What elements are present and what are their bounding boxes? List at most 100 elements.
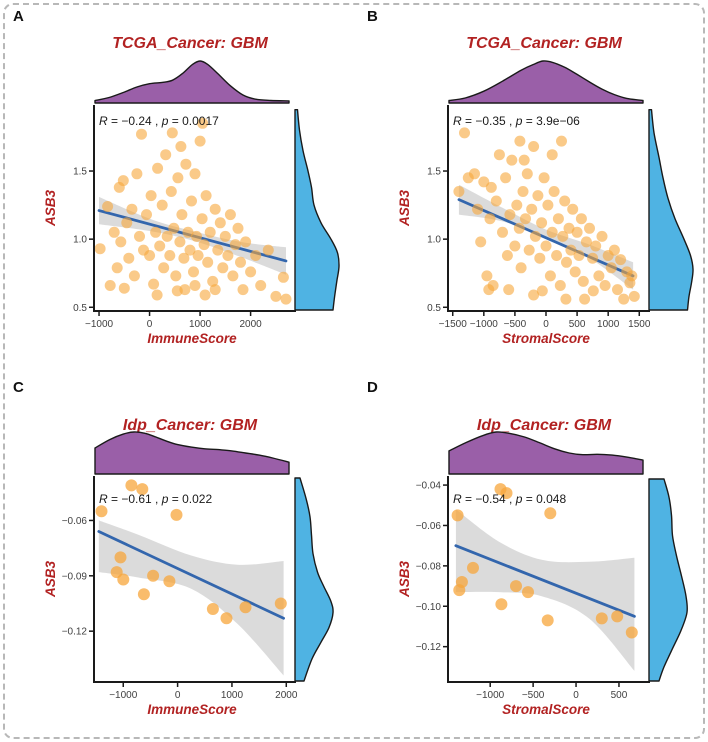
x-axis-ticks: −1000 0 1000 2000 [85, 312, 262, 330]
data-point [137, 588, 150, 601]
x-tick-label: −500 [504, 319, 527, 330]
data-point [194, 135, 206, 147]
p-symbol: p [161, 114, 169, 128]
y-tick-label: −0.06 [416, 521, 442, 532]
data-point [147, 569, 160, 582]
r-value: = −0.61 , [107, 492, 162, 506]
data-point [523, 244, 535, 256]
y-tick-label: −0.06 [62, 516, 88, 527]
data-point [540, 240, 552, 252]
scatter-points [453, 127, 640, 305]
data-point [202, 256, 214, 268]
panel-title-a: TCGA_Cancer: GBM [112, 35, 268, 52]
data-point [481, 270, 493, 282]
scatter-plot-a: −1000 0 1000 2000 0.5 1.0 1.5 [73, 60, 340, 330]
data-point [575, 213, 587, 225]
panel-letter-b: B [367, 8, 378, 25]
data-point [542, 199, 554, 211]
panel-letter-d: D [367, 379, 378, 396]
data-point [145, 190, 157, 202]
data-point [518, 154, 530, 166]
data-point [222, 250, 234, 261]
data-point [172, 172, 184, 184]
data-point [240, 236, 252, 248]
x-tick-label: 500 [569, 319, 586, 330]
data-point [459, 127, 470, 139]
data-point [605, 262, 617, 274]
data-point [501, 250, 513, 261]
axis-lines [447, 105, 650, 312]
data-point [528, 141, 540, 152]
data-point [546, 149, 558, 161]
r-symbol: R [453, 114, 462, 128]
data-point [541, 614, 554, 627]
data-point [180, 158, 192, 170]
data-point [250, 250, 262, 261]
data-point [224, 209, 236, 221]
data-point [262, 244, 274, 256]
data-point [175, 141, 187, 152]
data-point [551, 250, 563, 261]
regression-line [454, 544, 636, 618]
data-point [577, 275, 589, 287]
p-value: = 0.0017 [168, 114, 219, 128]
data-point [156, 199, 168, 211]
regression-line [97, 530, 285, 620]
data-point [192, 250, 204, 261]
data-point [453, 584, 466, 597]
data-point [229, 239, 241, 251]
data-point [520, 213, 531, 225]
x-axis-label-b: StromalScore [502, 331, 590, 346]
x-tick-label: −500 [522, 690, 545, 701]
data-point [154, 240, 166, 252]
data-point [510, 580, 522, 593]
data-point [108, 226, 120, 238]
data-point [467, 561, 479, 574]
y-tick-label: −0.08 [416, 561, 442, 572]
x-axis-label-c: ImmuneScore [147, 702, 237, 717]
data-point [141, 209, 152, 221]
data-point [587, 285, 599, 297]
panel-c: C Idp_Cancer: GBM −1000 0 1000 2000 −0.06 −0.… [0, 371, 354, 742]
data-point [235, 256, 246, 268]
regression-line [457, 198, 635, 278]
data-point [219, 230, 231, 242]
data-point [618, 293, 630, 305]
correlation-annotation-b: R = −0.35 , p = 3.9e−06 [453, 114, 580, 128]
data-point [196, 213, 208, 225]
x-tick-label: −1000 [476, 690, 505, 701]
x-axis-ticks: −1000 0 1000 2000 [109, 683, 298, 701]
data-point [495, 598, 508, 611]
data-point [118, 282, 130, 294]
y-axis-ticks: 0.5 1.0 1.5 [73, 167, 93, 314]
data-point [475, 236, 487, 248]
data-point [160, 149, 172, 161]
y-axis-label-d: ASB3 [397, 561, 412, 598]
top-density [94, 60, 290, 104]
data-point [232, 222, 244, 234]
data-point [626, 270, 638, 282]
top-density [448, 60, 644, 104]
data-point [532, 190, 544, 202]
data-point [199, 289, 211, 301]
y-tick-label: 1.5 [427, 167, 441, 178]
data-point [165, 186, 177, 197]
right-density [648, 109, 694, 311]
data-point [485, 181, 497, 193]
data-point [204, 226, 216, 238]
data-point [114, 551, 127, 564]
x-tick-label: 2000 [239, 319, 262, 330]
data-point [548, 186, 560, 197]
panel-b: B TCGA_Cancer: GBM −1500 −1000 −500 0 500 100… [354, 0, 708, 371]
x-tick-label: 0 [573, 690, 579, 701]
data-point [599, 280, 611, 291]
data-point [237, 284, 249, 296]
data-point [536, 285, 548, 297]
y-tick-label: 1.0 [427, 235, 441, 246]
data-point [189, 280, 201, 291]
data-point [625, 626, 638, 639]
data-point [104, 280, 116, 291]
data-point [125, 479, 138, 492]
